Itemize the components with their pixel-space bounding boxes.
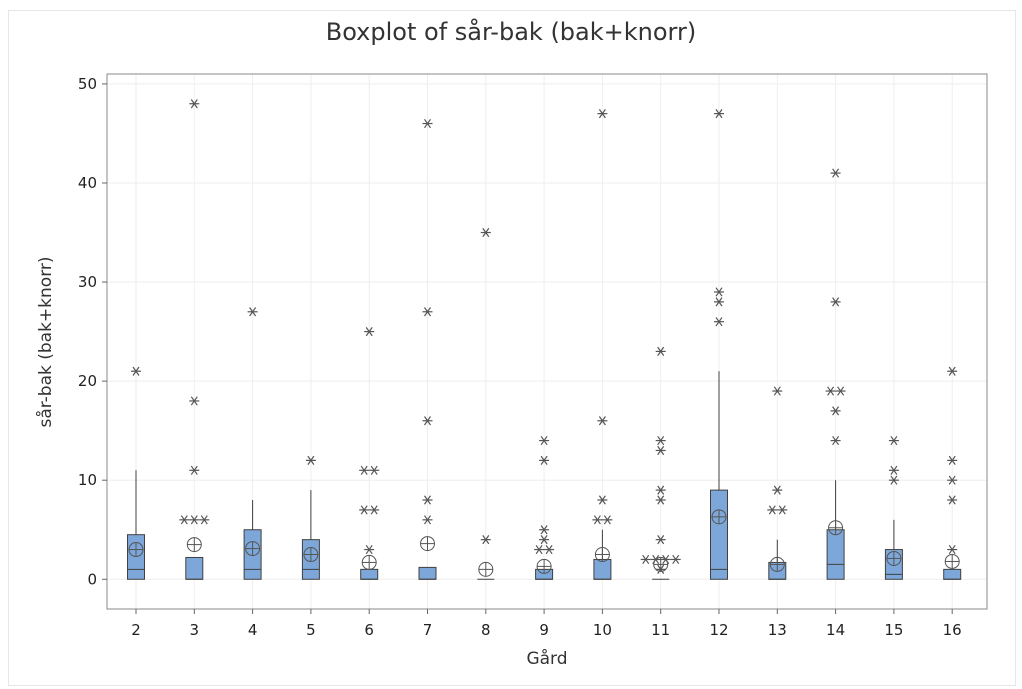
outlier-point [602,515,613,525]
outlier-point [364,326,375,337]
x-axis-label: Gård [526,649,568,669]
y-tick-label: 40 [78,174,97,192]
outlier-point [670,554,681,565]
box [943,568,962,580]
outlier-point [830,435,841,446]
outlier-point [655,445,666,456]
x-tick-label: 16 [943,621,962,639]
x-tick-label: 8 [481,621,491,639]
y-tick-label: 20 [78,372,97,390]
outlier-point [131,366,141,376]
outlier-point [199,515,210,525]
outlier-point [655,346,666,357]
outlier-point [480,227,491,238]
outlier-point [422,495,433,505]
outlier-point [772,485,783,495]
outlier-point [359,465,370,475]
outlier-point [714,297,724,307]
box [826,529,845,580]
outlier-point [189,465,200,475]
x-tick-label: 12 [709,621,728,639]
outlier-point [947,544,958,555]
outlier-point [539,435,550,446]
outlier-point [777,505,788,515]
outlier-point [888,435,899,446]
x-tick-label: 3 [190,621,200,639]
outlier-point [660,554,671,565]
x-tick-label: 2 [131,621,141,639]
x-tick-label: 4 [248,621,258,639]
outlier-point [655,564,666,574]
box [185,556,204,580]
outlier-point [655,535,666,545]
outlier-point [597,416,608,426]
outlier-point [369,505,380,515]
outlier-point [888,465,899,475]
outlier-point [422,416,433,426]
outlier-point [655,435,666,446]
x-tick-label: 6 [364,621,374,639]
outlier-point [947,455,958,465]
outlier-point [247,307,258,317]
outlier-point [364,544,375,555]
outlier-point [830,297,841,307]
x-tick-label: 10 [593,621,612,639]
outlier-point [597,109,608,119]
outlier-point [305,455,316,465]
x-tick-label: 7 [423,621,433,639]
outlier-point [179,515,190,525]
outlier-point [714,317,724,327]
outlier-point [534,544,545,555]
outlier-point [480,535,491,545]
outlier-point [422,307,433,317]
outlier-point [830,168,841,178]
outlier-point [189,99,200,109]
box [710,489,728,580]
y-tick-label: 30 [78,273,97,291]
x-tick-label: 11 [651,621,670,639]
outlier-point [369,465,380,475]
outlier-point [189,515,200,525]
box [593,558,612,580]
outlier-point [539,525,550,535]
chart-frame [8,10,1016,686]
outlier-point [767,505,778,515]
outlier-point [592,515,603,525]
chart-title: Boxplot of sår-bak (bak+knorr) [325,18,697,46]
outlier-point [655,495,666,505]
outlier-point [189,396,200,406]
outlier-point [714,109,724,119]
x-tick-label: 13 [768,621,787,639]
outlier-point [825,386,836,396]
x-tick-label: 14 [826,621,845,639]
outlier-point [422,118,433,129]
outlier-point [714,287,724,297]
outlier-point [947,475,958,485]
outlier-point [640,554,651,565]
outlier-point [650,554,661,565]
box [418,566,437,580]
outlier-point [539,535,550,545]
plot-area-border [106,73,988,610]
outlier-point [888,475,899,485]
x-tick-label: 9 [539,621,549,639]
outlier-point [947,495,958,505]
outlier-point [830,406,841,416]
outlier-point [597,495,608,505]
y-tick-label: 0 [87,570,97,588]
outlier-point [947,366,958,376]
y-tick-label: 10 [78,471,97,489]
outlier-point [422,515,433,525]
outlier-point [359,505,370,515]
box [360,568,379,580]
outlier-point [655,485,666,495]
x-tick-label: 15 [884,621,903,639]
x-tick-label: 5 [306,621,316,639]
outlier-point [772,386,783,396]
outlier-point [539,455,550,465]
outlier-point [835,386,846,396]
outlier-point [544,544,555,555]
y-tick-label: 50 [78,75,97,93]
